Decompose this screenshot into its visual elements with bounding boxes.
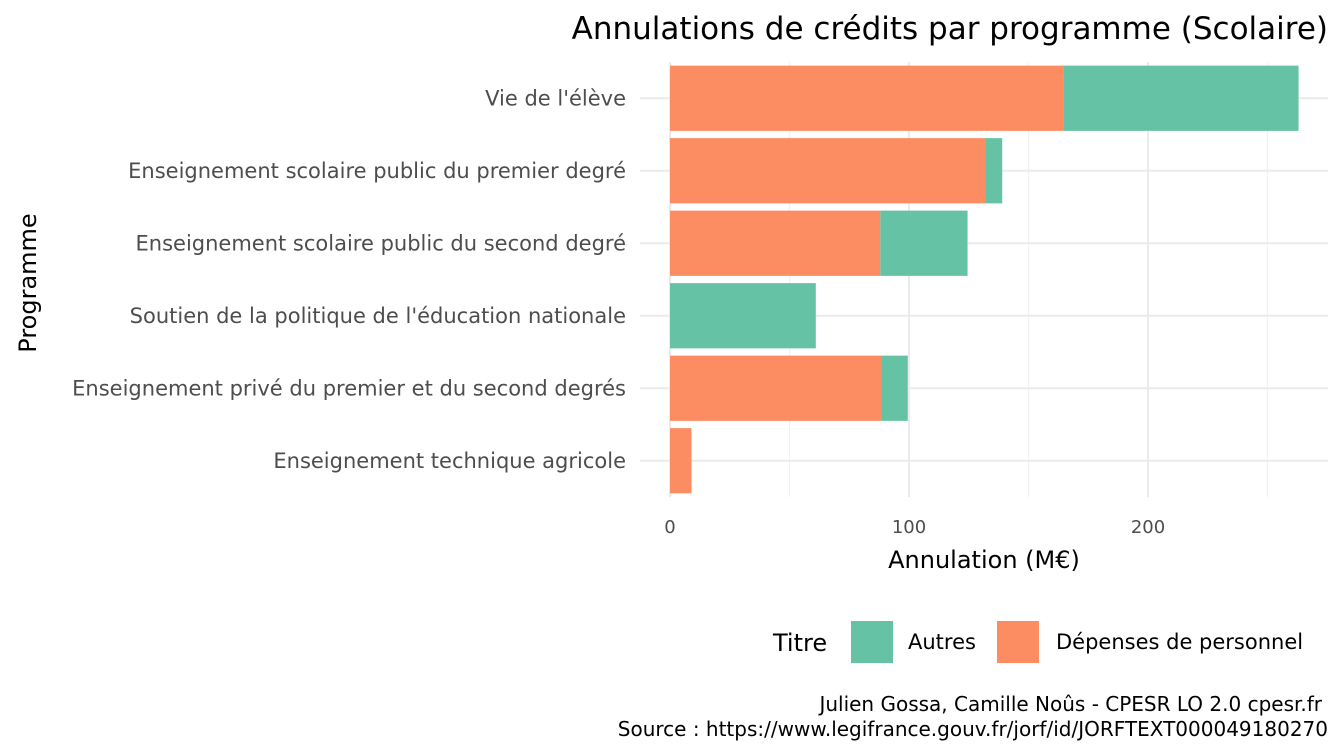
x-tick-labels: 0 100 200 — [664, 517, 1165, 538]
category-label: Vie de l'élève — [485, 86, 626, 110]
legend-swatch-depenses-personnel — [997, 621, 1039, 663]
category-label: Enseignement scolaire public du second d… — [136, 231, 627, 255]
bar-segment — [670, 138, 986, 204]
x-tick-label: 0 — [664, 517, 675, 538]
bar-segment — [881, 355, 908, 421]
category-label: Enseignement technique agricole — [273, 449, 626, 473]
category-label: Enseignement privé du premier et du seco… — [72, 376, 626, 400]
bar-segment — [985, 138, 1003, 204]
x-axis-title: Annulation (M€) — [888, 546, 1080, 574]
category-label: Enseignement scolaire public du premier … — [128, 159, 626, 183]
legend: Titre Autres Dépenses de personnel — [772, 621, 1303, 663]
x-tick-label: 100 — [892, 517, 926, 538]
category-labels: Vie de l'élève Enseignement scolaire publ… — [72, 86, 626, 473]
bar-segment — [880, 210, 968, 276]
bar-segment — [670, 428, 692, 494]
bar-segment — [670, 283, 816, 349]
caption-credit: Julien Gossa, Camille Noûs - CPESR LO 2.… — [817, 692, 1322, 716]
y-axis-title: Programme — [14, 213, 42, 352]
caption-source: Source : https://www.legifrance.gouv.fr/… — [618, 717, 1328, 741]
bar-segment — [670, 210, 881, 276]
legend-label-autres: Autres — [908, 630, 976, 654]
bar-segment — [670, 355, 882, 421]
bar-segment — [670, 65, 1064, 131]
bar-segment — [1063, 65, 1299, 131]
x-tick-label: 200 — [1131, 517, 1165, 538]
chart-title: Annulations de crédits par programme (Sc… — [572, 11, 1328, 47]
category-label: Soutien de la politique de l'éducation n… — [130, 304, 626, 328]
bars — [670, 65, 1299, 494]
legend-swatch-autres — [851, 621, 893, 663]
legend-label-depenses-personnel: Dépenses de personnel — [1056, 630, 1303, 654]
legend-title: Titre — [772, 629, 827, 657]
